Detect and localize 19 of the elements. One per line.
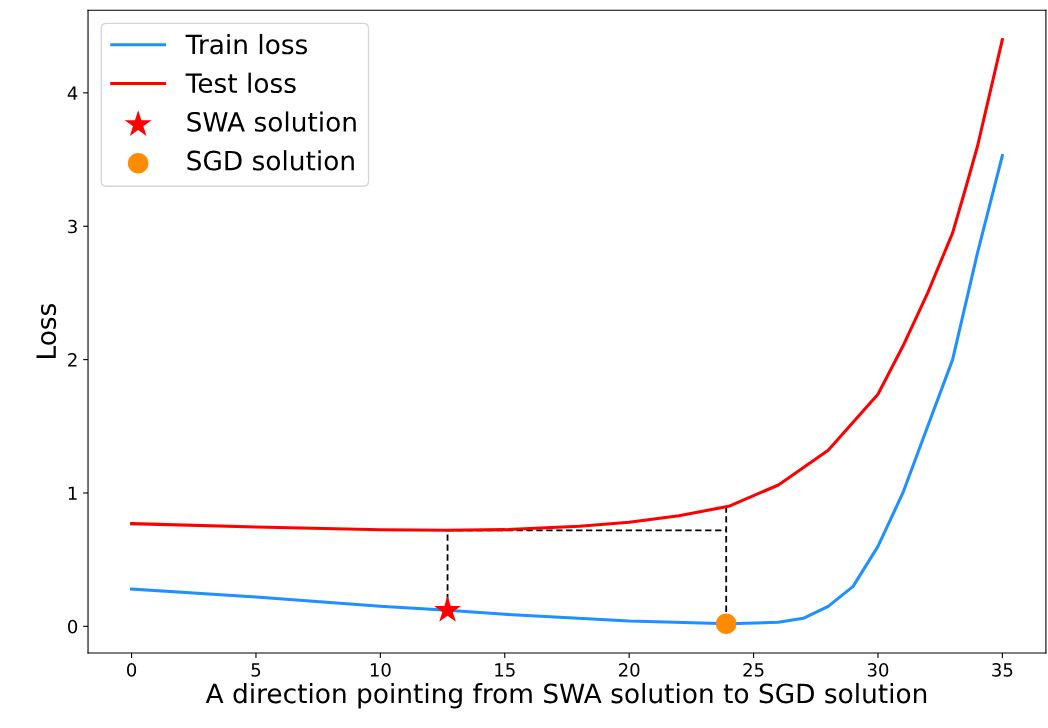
x-tick-label: 15 <box>495 663 515 677</box>
x-tick-label: 30 <box>867 663 889 677</box>
y-tick-label: 4 <box>67 86 78 100</box>
legend-label: Test loss <box>185 72 296 94</box>
x-tick-label: 10 <box>370 663 391 677</box>
legend-label: SGD solution <box>187 150 354 171</box>
y-tick-label: 1 <box>68 486 77 500</box>
legend-label: SWA solution <box>187 111 356 132</box>
y-tick-label: 0 <box>68 619 78 634</box>
x-tick-label: 35 <box>992 663 1013 677</box>
y-tick-label: 2 <box>68 353 77 367</box>
x-tick-label: 25 <box>743 663 764 677</box>
x-tick-label: 0 <box>127 663 137 677</box>
y-axis-title: Loss <box>36 303 57 358</box>
x-axis-title: A direction pointing from SWA solution to SGD solution <box>205 682 927 709</box>
x-tick-label: 5 <box>251 663 261 677</box>
legend-label: Train loss <box>185 33 308 55</box>
x-tick-label: 20 <box>619 663 640 677</box>
y-tick-label: 3 <box>68 219 77 234</box>
